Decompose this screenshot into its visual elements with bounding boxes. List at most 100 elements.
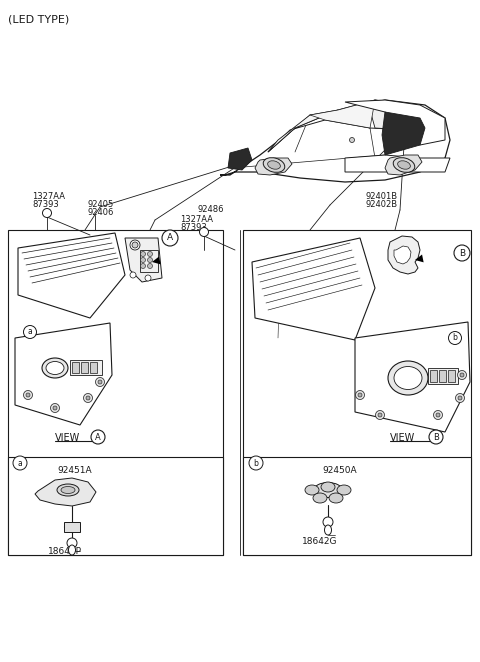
Circle shape — [200, 228, 208, 236]
Polygon shape — [228, 148, 252, 170]
Polygon shape — [255, 158, 292, 175]
Polygon shape — [152, 256, 161, 264]
Circle shape — [436, 413, 440, 417]
Ellipse shape — [324, 525, 332, 535]
Polygon shape — [310, 100, 375, 128]
Circle shape — [147, 263, 153, 269]
Circle shape — [349, 138, 355, 142]
Circle shape — [454, 245, 470, 261]
Bar — [8, 230, 223, 555]
Bar — [8, 457, 223, 555]
Circle shape — [162, 230, 178, 246]
Circle shape — [141, 258, 145, 263]
Circle shape — [24, 391, 33, 399]
Polygon shape — [382, 112, 425, 155]
Bar — [243, 457, 471, 555]
Text: 18643P: 18643P — [48, 547, 82, 556]
Circle shape — [147, 252, 153, 256]
Text: a: a — [18, 459, 23, 467]
Bar — [64, 522, 80, 532]
Polygon shape — [125, 238, 162, 282]
Circle shape — [147, 258, 153, 263]
Circle shape — [429, 430, 443, 444]
Circle shape — [130, 240, 140, 250]
Circle shape — [132, 242, 138, 248]
Text: 92486: 92486 — [197, 205, 224, 214]
Polygon shape — [268, 100, 420, 152]
Circle shape — [50, 404, 60, 412]
Ellipse shape — [61, 487, 75, 493]
Circle shape — [98, 380, 102, 384]
Circle shape — [460, 373, 464, 377]
Circle shape — [67, 538, 77, 548]
Text: A: A — [167, 234, 173, 242]
Polygon shape — [415, 254, 424, 262]
Bar — [243, 230, 471, 555]
Circle shape — [375, 410, 384, 420]
Ellipse shape — [69, 545, 75, 555]
Bar — [81, 362, 88, 373]
Circle shape — [86, 396, 90, 400]
Ellipse shape — [393, 158, 415, 172]
Text: a: a — [28, 328, 32, 336]
Text: A: A — [95, 432, 101, 442]
Ellipse shape — [313, 493, 327, 503]
Polygon shape — [15, 323, 112, 425]
Text: 87393: 87393 — [32, 200, 59, 209]
Text: 92405: 92405 — [88, 200, 114, 209]
Circle shape — [433, 410, 443, 420]
Polygon shape — [268, 110, 338, 152]
Circle shape — [24, 326, 36, 338]
Text: 92451A: 92451A — [58, 466, 92, 475]
Bar — [72, 362, 79, 373]
Bar — [70, 360, 102, 375]
Ellipse shape — [314, 483, 342, 498]
Circle shape — [91, 430, 105, 444]
Circle shape — [249, 456, 263, 470]
Circle shape — [53, 406, 57, 410]
Circle shape — [145, 275, 151, 281]
Circle shape — [141, 252, 145, 256]
Polygon shape — [18, 233, 125, 318]
Text: B: B — [433, 432, 439, 442]
Circle shape — [323, 517, 333, 527]
Text: 92402B: 92402B — [365, 200, 397, 209]
Ellipse shape — [394, 367, 422, 389]
Ellipse shape — [397, 161, 410, 169]
Text: 92406: 92406 — [88, 208, 114, 217]
Bar — [428, 368, 458, 384]
Text: VIEW: VIEW — [55, 433, 80, 443]
Text: 92401B: 92401B — [365, 192, 397, 201]
Circle shape — [457, 371, 467, 379]
Ellipse shape — [268, 161, 280, 169]
Circle shape — [96, 377, 105, 387]
Ellipse shape — [57, 484, 79, 496]
Text: b: b — [453, 334, 457, 342]
Polygon shape — [370, 100, 420, 130]
Ellipse shape — [329, 493, 343, 503]
Text: b: b — [253, 459, 258, 467]
Bar — [439, 370, 446, 382]
Circle shape — [130, 272, 136, 278]
Text: (LED TYPE): (LED TYPE) — [8, 14, 69, 24]
Circle shape — [26, 393, 30, 397]
Bar — [90, 362, 97, 373]
Ellipse shape — [263, 158, 285, 172]
Ellipse shape — [388, 361, 428, 395]
Circle shape — [356, 391, 364, 399]
Polygon shape — [345, 100, 445, 145]
Circle shape — [378, 413, 382, 417]
Polygon shape — [385, 155, 422, 175]
Bar — [448, 370, 455, 382]
Polygon shape — [388, 236, 420, 274]
Circle shape — [13, 456, 27, 470]
Circle shape — [84, 393, 93, 402]
Ellipse shape — [46, 361, 64, 375]
Circle shape — [141, 263, 145, 269]
Circle shape — [456, 393, 465, 402]
Ellipse shape — [305, 485, 319, 495]
Text: 1327AA: 1327AA — [32, 192, 65, 201]
Ellipse shape — [321, 482, 335, 492]
Text: 18642G: 18642G — [302, 537, 337, 546]
Circle shape — [458, 396, 462, 400]
